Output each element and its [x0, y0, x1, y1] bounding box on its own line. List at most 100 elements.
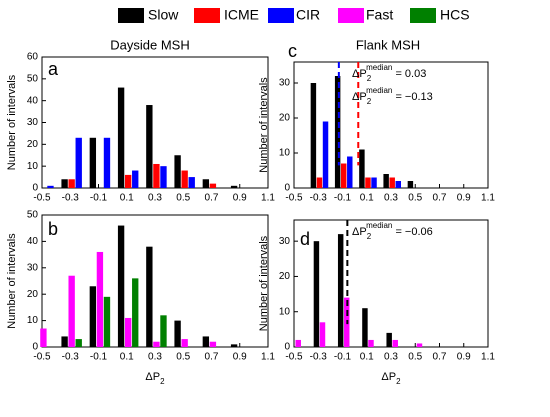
symbol: ΔP [145, 371, 160, 383]
x-tick-label: 0.1 [360, 352, 374, 363]
legend-label: HCS [440, 7, 470, 23]
y-tick-label: 20 [27, 289, 39, 300]
y-tick-label: 50 [27, 73, 39, 84]
y-tick-label: 40 [27, 95, 39, 106]
x-tick-label: -0.3 [62, 352, 80, 363]
y-tick-label: 30 [27, 117, 39, 128]
x-tick-label: -0.1 [334, 193, 352, 204]
y-axis-label: Number of intervals [6, 74, 18, 170]
subscript: 2 [367, 97, 372, 106]
x-tick-label: 1.1 [261, 352, 275, 363]
bar [202, 336, 210, 347]
bar [103, 296, 111, 347]
x-tick-label: 0.9 [457, 193, 471, 204]
y-tick-label: 0 [284, 342, 290, 353]
bar [295, 339, 301, 347]
bar [310, 83, 317, 188]
x-tick-label: -0.3 [62, 193, 80, 204]
y-tick-label: 40 [27, 236, 39, 247]
subscript: 2 [367, 74, 372, 83]
x-tick-label: -0.5 [285, 193, 303, 204]
bar [47, 185, 54, 188]
y-tick-label: 20 [279, 113, 291, 124]
subscript: 2 [396, 377, 401, 386]
y-tick-label: 10 [279, 148, 291, 159]
subscript: 2 [160, 377, 165, 386]
legend-swatch [338, 8, 364, 23]
bar [416, 343, 423, 347]
y-tick-label: 0 [32, 183, 38, 194]
legend-label: Slow [148, 7, 179, 23]
y-tick-label: 20 [27, 139, 39, 150]
panel-letter: d [300, 229, 310, 249]
plot-frame [41, 214, 269, 348]
bar [386, 332, 392, 347]
panel-letter: c [288, 41, 297, 61]
bar [89, 137, 97, 188]
y-tick-label: 30 [27, 262, 39, 273]
bar [362, 308, 368, 347]
y-tick-label: 60 [27, 52, 39, 63]
bar [160, 315, 167, 347]
x-tick-label: 0.1 [120, 352, 134, 363]
y-axis-label: Number of intervals [258, 235, 270, 331]
x-tick-label: 0.3 [148, 352, 162, 363]
legend-label: ICME [224, 7, 259, 23]
bar [230, 344, 238, 347]
bar [181, 170, 188, 188]
x-tick-label: -0.1 [90, 193, 108, 204]
bar [322, 121, 329, 188]
bar [347, 156, 353, 188]
legend-swatch [194, 8, 220, 23]
y-tick-label: 0 [32, 342, 38, 353]
x-tick-label: 0.1 [120, 193, 134, 204]
x-tick-label: -0.5 [33, 193, 51, 204]
x-tick-label: -0.5 [33, 352, 51, 363]
bar [389, 177, 395, 188]
legend-label: CIR [296, 7, 320, 23]
x-tick-label: -0.1 [90, 352, 108, 363]
bar [124, 174, 132, 188]
bar [209, 183, 217, 188]
bar [146, 105, 153, 188]
bar [359, 149, 365, 188]
bar [89, 286, 97, 347]
x-tick-label: 0.3 [148, 193, 162, 204]
y-tick-label: 10 [279, 306, 291, 317]
bar [160, 166, 167, 188]
y-axis-label: Number of intervals [258, 77, 270, 173]
bar [383, 174, 389, 188]
symbol-label: ΔP2 [381, 371, 401, 386]
bar [313, 241, 320, 347]
x-tick-label: 1.1 [481, 352, 495, 363]
bar [337, 234, 344, 347]
x-tick-label: -0.5 [285, 352, 303, 363]
bar [316, 177, 323, 188]
x-tick-label: 0.3 [384, 193, 398, 204]
bar [188, 177, 195, 188]
bar [103, 137, 111, 188]
y-tick-label: 30 [279, 78, 291, 89]
x-tick-label: 0.1 [360, 193, 374, 204]
bar [174, 320, 181, 347]
bar [117, 225, 125, 347]
x-tick-label: 1.1 [261, 193, 275, 204]
y-tick-label: 0 [284, 183, 290, 194]
symbol: ΔP [352, 226, 367, 238]
bar [40, 328, 47, 347]
superscript: median [366, 221, 392, 230]
legend-label: Fast [366, 7, 393, 23]
y-tick-label: 10 [27, 161, 39, 172]
bar [209, 341, 217, 347]
bar [365, 177, 371, 188]
value-label: = −0.13 [392, 91, 432, 103]
bar [368, 339, 374, 347]
y-tick-label: 50 [27, 210, 39, 221]
bar [153, 163, 160, 188]
x-tick-label: -0.3 [310, 193, 328, 204]
bar [392, 339, 398, 347]
bar [96, 251, 104, 347]
x-tick-label: -0.1 [334, 352, 352, 363]
bar [61, 336, 68, 347]
x-tick-label: 0.5 [408, 193, 422, 204]
